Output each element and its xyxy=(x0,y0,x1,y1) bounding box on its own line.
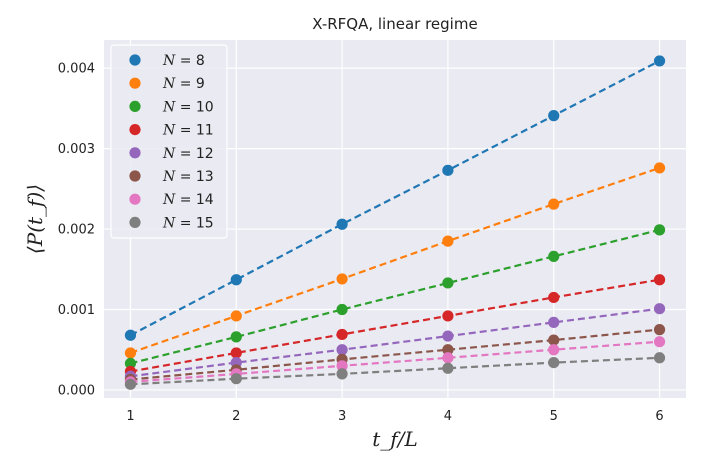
data-point-n9 xyxy=(442,235,454,247)
data-point-n12 xyxy=(548,316,560,328)
legend-label-n9: N = 9 xyxy=(162,76,205,92)
legend-marker-n14 xyxy=(129,193,141,205)
data-point-n9 xyxy=(653,162,666,174)
legend-marker-n13 xyxy=(129,170,141,182)
y-axis-label: ⟨P(t_f)⟩ xyxy=(23,184,47,254)
legend-label-n8: N = 8 xyxy=(162,53,205,69)
data-point-n15 xyxy=(548,357,560,369)
legend-marker-n10 xyxy=(129,100,141,112)
data-point-n10 xyxy=(548,250,560,263)
data-point-n11 xyxy=(336,328,348,341)
data-point-n13 xyxy=(548,334,560,346)
data-point-n10 xyxy=(442,277,454,289)
data-point-n8 xyxy=(124,329,137,341)
data-point-n8 xyxy=(548,110,560,122)
x-tick-label: 1 xyxy=(126,409,134,424)
x-tick-label: 3 xyxy=(338,409,346,424)
series-lines xyxy=(129,59,661,386)
x-tick-labels: 1 2 3 4 5 6 xyxy=(126,409,663,424)
y-tick-label: 0.000 xyxy=(58,383,95,398)
data-point-n8 xyxy=(230,274,242,286)
data-point-n12 xyxy=(336,344,348,356)
legend-label-n11: N = 11 xyxy=(162,123,214,139)
x-axis-label: t_f/L xyxy=(372,427,417,451)
legend-marker-n11 xyxy=(129,124,141,136)
series-line-n14 xyxy=(130,340,660,383)
data-point-n15 xyxy=(653,352,666,364)
data-point-n12 xyxy=(442,330,454,342)
data-point-n9 xyxy=(336,273,348,285)
legend-marker-n12 xyxy=(129,147,141,159)
data-point-n10 xyxy=(230,331,242,343)
data-point-n15 xyxy=(230,373,242,385)
data-point-n10 xyxy=(124,357,137,370)
x-tick-label: 6 xyxy=(655,409,663,424)
legend-marker-n8 xyxy=(129,54,141,66)
y-tick-label: 0.003 xyxy=(58,142,95,157)
data-point-n15 xyxy=(442,362,454,374)
series-points xyxy=(124,55,666,390)
y-tick-label: 0.002 xyxy=(58,223,95,238)
x-tick-label: 5 xyxy=(550,409,558,424)
x-tick-label: 4 xyxy=(444,409,452,424)
data-point-n9 xyxy=(548,198,560,210)
data-point-n14 xyxy=(336,360,348,372)
legend-label-n15: N = 15 xyxy=(162,215,214,231)
series-line-n13 xyxy=(130,328,660,381)
data-point-n8 xyxy=(653,55,666,67)
series-line-n15 xyxy=(130,356,660,386)
legend-label-n12: N = 12 xyxy=(162,146,214,162)
data-point-n13 xyxy=(442,344,454,356)
data-point-n11 xyxy=(230,347,242,359)
chart-title: X-RFQA, linear regime xyxy=(312,15,477,33)
y-tick-label: 0.004 xyxy=(58,62,95,77)
series-line-n11 xyxy=(130,278,660,373)
data-point-n8 xyxy=(442,164,454,176)
data-point-n12 xyxy=(653,303,666,315)
legend-marker-n9 xyxy=(129,77,141,89)
data-point-n11 xyxy=(548,291,560,304)
series-line-n12 xyxy=(130,307,660,378)
legend-label-n10: N = 10 xyxy=(162,99,214,115)
data-point-n15 xyxy=(336,368,348,380)
data-point-n9 xyxy=(124,347,137,359)
legend-marker-n15 xyxy=(129,216,141,228)
series-line-n8 xyxy=(129,59,661,337)
data-point-n8 xyxy=(336,218,348,230)
y-tick-label: 0.001 xyxy=(58,303,95,318)
data-point-n13 xyxy=(653,324,666,336)
data-point-n9 xyxy=(230,310,242,322)
legend-label-n13: N = 13 xyxy=(162,169,214,185)
data-point-n11 xyxy=(442,310,454,322)
data-point-n14 xyxy=(548,344,560,356)
data-point-n11 xyxy=(653,274,666,286)
data-point-n14 xyxy=(442,352,454,364)
data-point-n10 xyxy=(336,303,348,316)
data-point-n14 xyxy=(653,336,666,348)
series-line-n10 xyxy=(130,228,660,365)
data-point-n10 xyxy=(653,224,666,236)
x-tick-label: 2 xyxy=(232,409,240,424)
y-tick-labels: 0.000 0.001 0.002 0.003 0.004 xyxy=(58,62,95,399)
legend-label-n14: N = 14 xyxy=(162,192,214,208)
series-line-n9 xyxy=(130,166,660,354)
legend: N = 8 N = 9 N = 10 N = 11 N = 12 N = 13 N = 14… xyxy=(110,44,228,239)
data-point-n15 xyxy=(124,378,137,390)
legend-box xyxy=(110,44,228,239)
